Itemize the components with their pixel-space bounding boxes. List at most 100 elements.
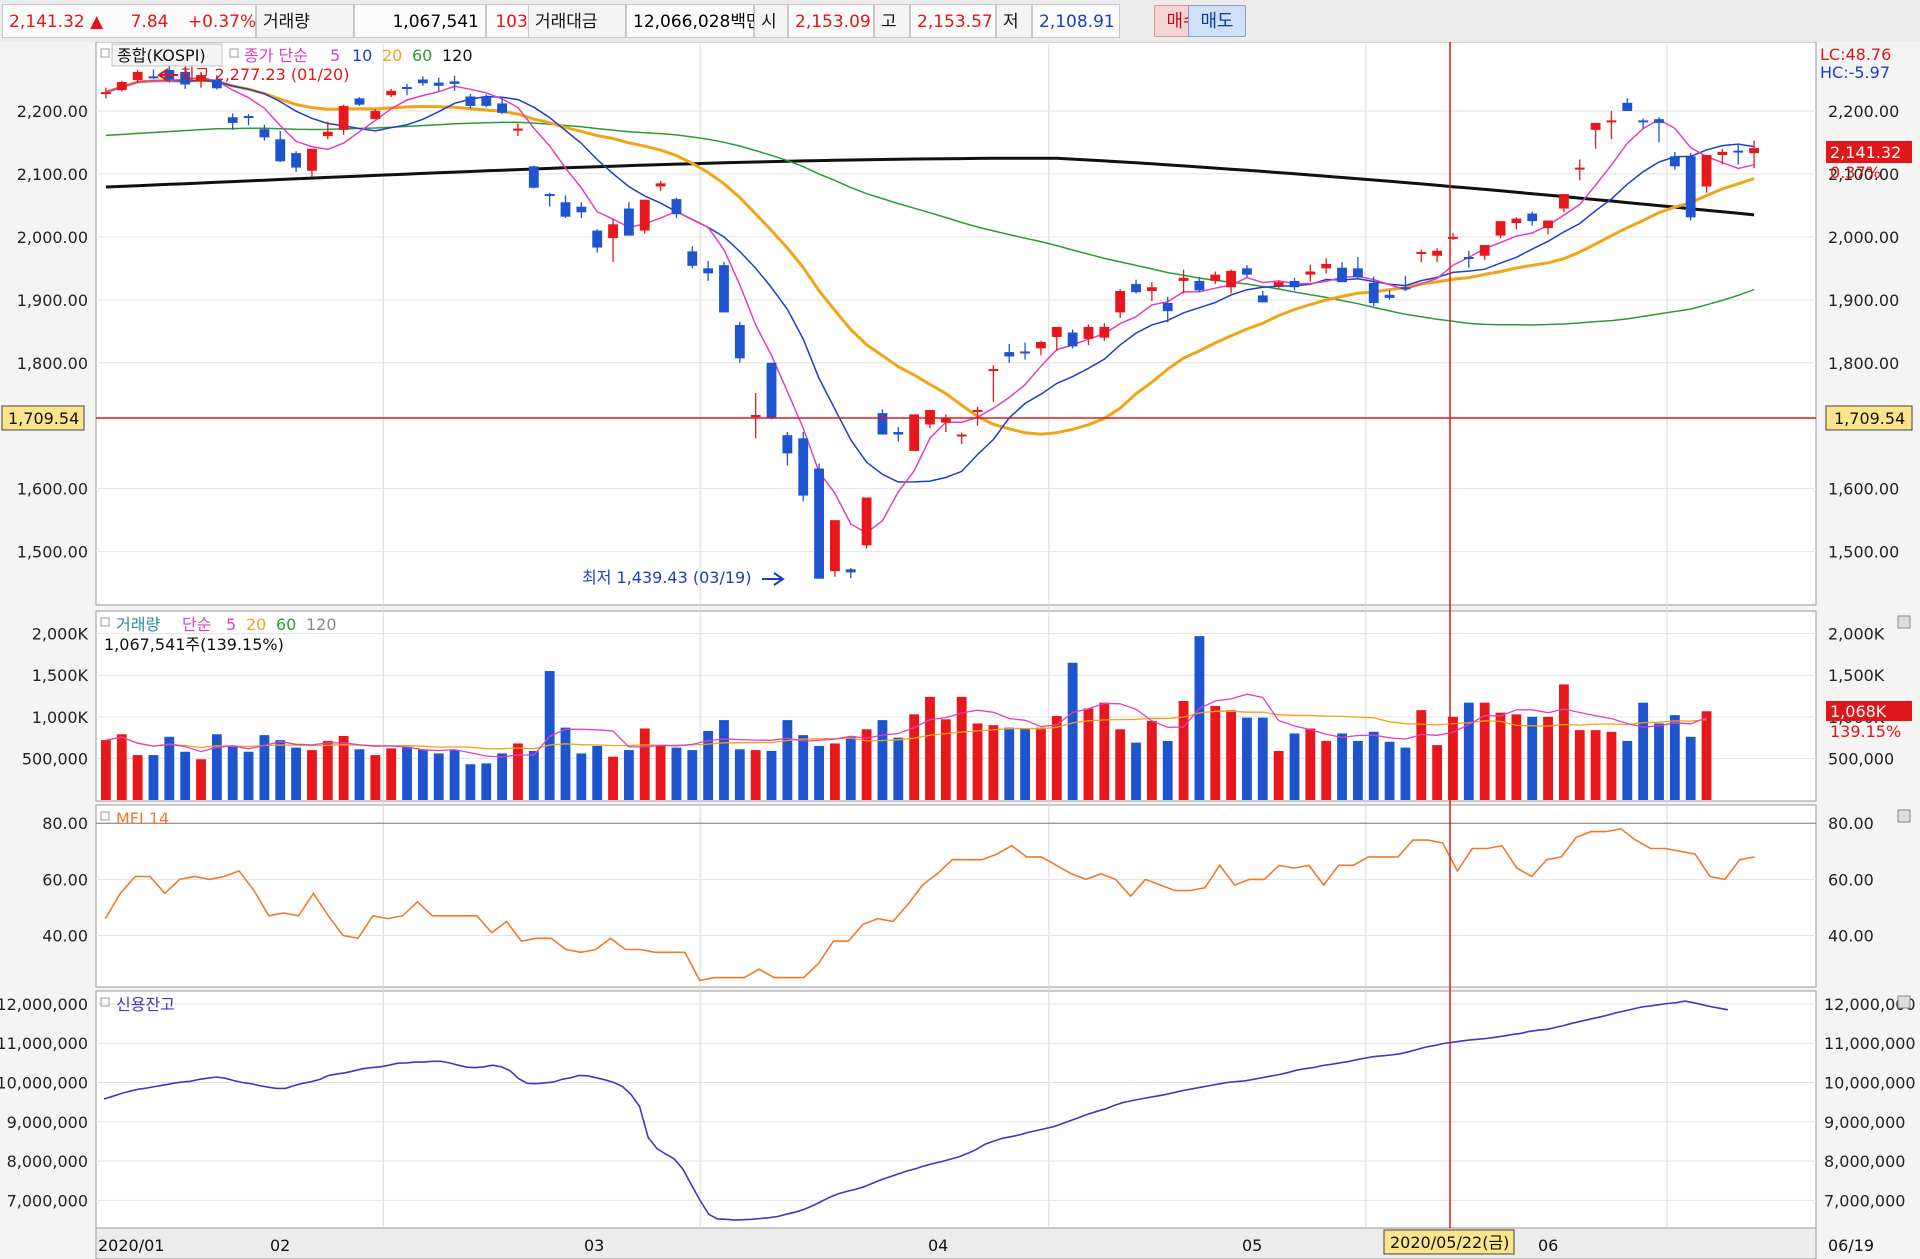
mfi-tick-left: 80.00 xyxy=(42,814,88,833)
candle-body xyxy=(322,131,333,137)
volume-bar xyxy=(1004,727,1015,800)
price-pane xyxy=(95,42,1817,606)
volume-bar xyxy=(1099,702,1110,800)
last-price-tag-text: 2,141.32 xyxy=(1830,143,1901,162)
candle-body xyxy=(180,71,191,85)
low-label: 저 xyxy=(996,4,1032,38)
volume-bar xyxy=(1352,740,1363,800)
volume-pane-expand-icon[interactable] xyxy=(1897,615,1911,629)
candle-body xyxy=(972,409,983,412)
x-axis-end-label: 06/19 xyxy=(1828,1236,1874,1255)
volume-bar xyxy=(1337,733,1347,800)
high-arrow-icon xyxy=(157,68,178,82)
candle-body xyxy=(766,362,777,419)
credit-tick-left: 8,000,000 xyxy=(7,1152,88,1171)
credit-tick-right: 10,000,000 xyxy=(1824,1074,1916,1093)
lc-label: LC:48.76 xyxy=(1820,45,1891,64)
volume-bar xyxy=(1036,727,1046,800)
candle-body xyxy=(132,71,143,81)
candle-body xyxy=(1146,287,1157,292)
mfi-legend: MFI 14 xyxy=(116,809,169,828)
candle-body xyxy=(830,520,840,572)
volume-label: 거래량 xyxy=(256,4,354,38)
candle-body xyxy=(988,369,999,372)
credit-tick-right: 9,000,000 xyxy=(1824,1113,1905,1132)
candle-body xyxy=(259,129,270,138)
candle-body xyxy=(1511,218,1522,224)
candle-body xyxy=(1432,250,1443,256)
candle-body xyxy=(861,497,872,546)
volume-bar xyxy=(1178,701,1189,800)
credit-tick-right: 8,000,000 xyxy=(1824,1152,1905,1171)
price-tick-left: 2,100.00 xyxy=(17,165,88,184)
candle-body xyxy=(1669,156,1680,167)
credit-pane-expand-icon[interactable] xyxy=(1897,995,1911,1009)
candle-body xyxy=(639,199,650,231)
stock-chart[interactable]: 2,200.00 2,200.00 2,100.00 2,100.00 2,000.00… xyxy=(0,42,1920,1259)
volume-bar xyxy=(307,750,317,800)
volume-bar xyxy=(972,723,983,800)
candle-body xyxy=(196,75,206,82)
candle-body xyxy=(893,432,904,435)
candle-body xyxy=(1305,271,1316,275)
price-tick-right: 2,200.00 xyxy=(1828,102,1899,121)
candle-body xyxy=(148,76,159,79)
volume-value-note: 1,067,541주(139.15%) xyxy=(104,635,284,654)
volume-bar xyxy=(481,763,492,800)
last-price: 2,141.32 ▲ 7.84 +0.37% xyxy=(2,4,256,38)
candle-body xyxy=(116,81,127,91)
crosshair-date-box xyxy=(1383,1229,1515,1255)
candle-body xyxy=(782,435,793,454)
volume-bar xyxy=(275,740,286,800)
volume-bar xyxy=(956,696,967,800)
mfi-tick-right: 40.00 xyxy=(1828,926,1874,945)
credit-tick-left: 11,000,000 xyxy=(0,1034,88,1053)
candle-body xyxy=(1368,282,1379,303)
price-tick-right: 1,800.00 xyxy=(1828,354,1899,373)
candle-body xyxy=(877,413,888,435)
candle-body xyxy=(1004,352,1015,357)
price-tick-left: 1,900.00 xyxy=(17,291,88,310)
credit-tick-right: 7,000,000 xyxy=(1824,1191,1905,1210)
price-tick-right: 1,500.00 xyxy=(1828,543,1899,562)
candle-body xyxy=(1479,245,1490,256)
mfi-pane-expand-icon[interactable] xyxy=(1897,809,1911,823)
sell-button[interactable]: 매도 xyxy=(1188,5,1246,37)
volume-bar xyxy=(1368,731,1379,800)
volume-bar xyxy=(940,719,951,800)
candle-body xyxy=(1717,151,1728,156)
volume-bar xyxy=(1226,710,1237,800)
ma-legend-label: 종가 단순 xyxy=(244,46,308,65)
volume-legend: 거래량 단순 5 20 60 120 xyxy=(100,615,337,634)
volume-bar xyxy=(1638,702,1649,800)
candle-body xyxy=(402,87,412,90)
candle-body xyxy=(1352,268,1363,278)
mfi-tick-left: 40.00 xyxy=(42,926,88,945)
candle-body xyxy=(608,224,618,239)
volume-bar xyxy=(1701,711,1712,800)
volume-bar xyxy=(1606,731,1617,800)
high-label: 고 xyxy=(874,4,910,38)
candle-body xyxy=(1574,167,1585,170)
candle-body xyxy=(101,92,111,95)
low-arrow-icon xyxy=(762,572,785,586)
candle-body xyxy=(925,409,935,425)
volume-bar xyxy=(116,734,127,800)
volume-tick-right: 2,000K xyxy=(1828,625,1885,644)
candle-body xyxy=(1654,119,1664,123)
volume-bar xyxy=(1051,715,1062,800)
candle-body xyxy=(909,414,920,451)
candle-body xyxy=(1289,280,1300,288)
volume-bar xyxy=(1479,702,1490,800)
volume-bar xyxy=(164,736,175,800)
credit-tick-left: 9,000,000 xyxy=(7,1113,88,1132)
candle-body xyxy=(449,81,460,84)
volume-bar xyxy=(845,736,856,800)
price-tick-right: 2,000.00 xyxy=(1828,228,1899,247)
candle-body xyxy=(750,415,761,418)
candle-body xyxy=(1210,274,1221,281)
volume-tick-left: 2,000K xyxy=(32,625,89,644)
candle-body xyxy=(687,251,698,266)
ma20-line xyxy=(105,78,1755,436)
high-note: 최고 2,277.23 (01/20) xyxy=(180,65,349,84)
